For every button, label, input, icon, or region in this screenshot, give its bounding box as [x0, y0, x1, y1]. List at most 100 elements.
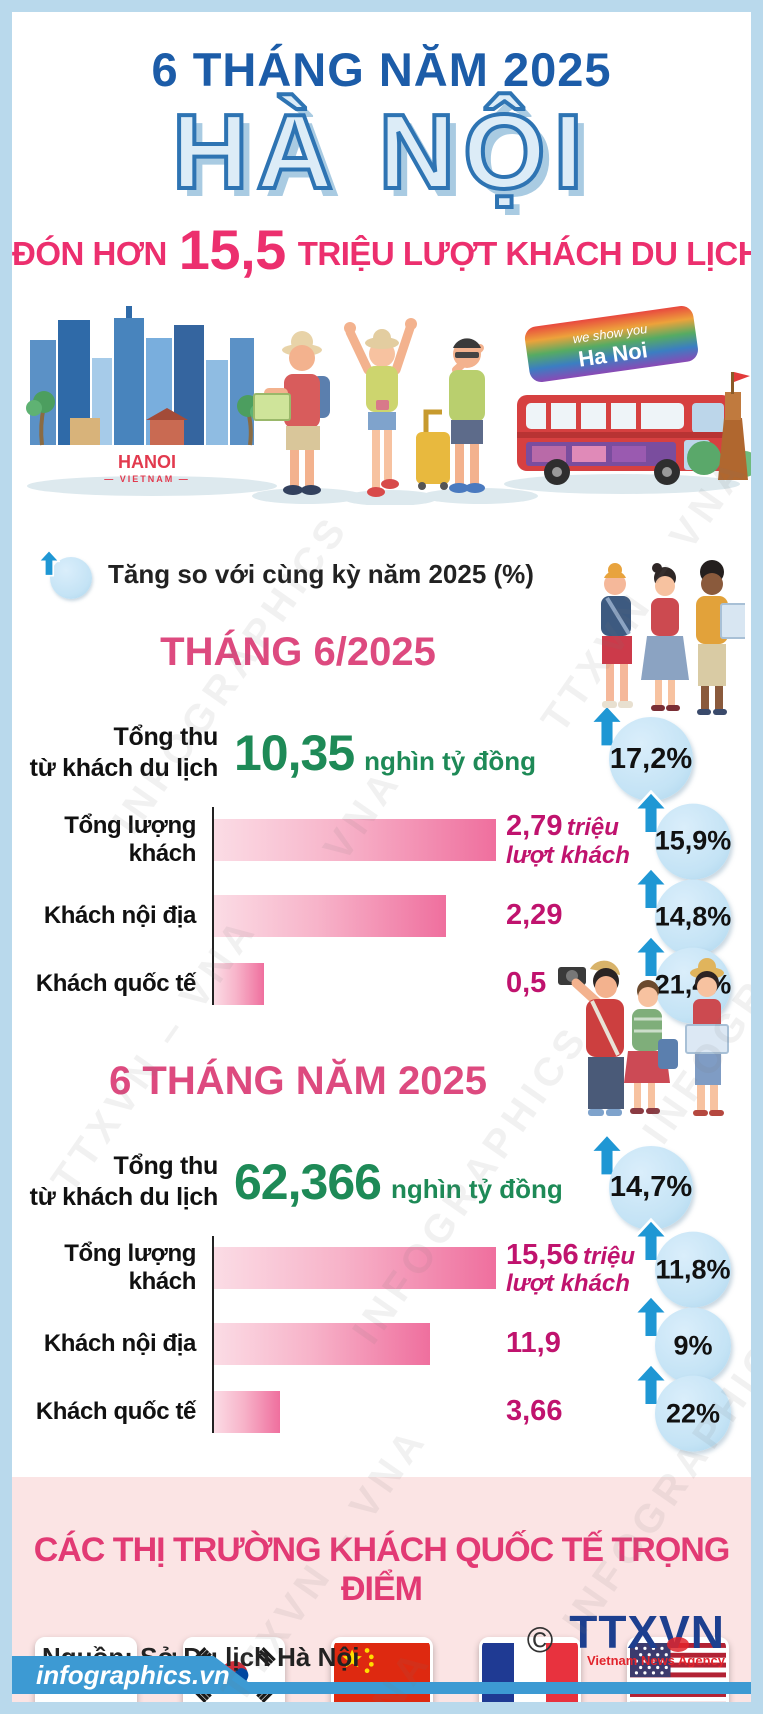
skyline-label: HANOI — [118, 452, 176, 472]
bar — [214, 894, 446, 937]
bar-chart: Tổng lượng khách 15,56 triệu lượt khách … — [18, 1218, 751, 1452]
section-title: THÁNG 6/2025 — [160, 630, 436, 675]
page-subtitle: ĐÓN HƠN 15,5 TRIỆU LƯỢT KHÁCH DU LỊCH — [12, 219, 751, 292]
legend-growth-icon — [38, 549, 92, 599]
bar-label: Khách nội địa — [43, 901, 197, 929]
revenue-value: 10,35 — [234, 725, 355, 782]
bar — [214, 1247, 496, 1290]
arrow-up-icon — [633, 933, 669, 979]
revenue-value: 62,366 — [234, 1153, 382, 1210]
section-month-june: THÁNG 6/2025 Tổng thu từ khách du lịch 1… — [12, 560, 751, 1024]
growth-indicator: 22% — [631, 1361, 731, 1452]
city-skyline: HANOI — VIETNAM — — [26, 306, 266, 484]
content-area: INFOGRAPHICS TTXVN – VNA VNA INFOGRAPHIC… — [12, 12, 751, 1702]
bar — [214, 818, 496, 861]
ttxvn-logo: TTXVN Vietnam News Agency — [569, 1609, 725, 1669]
growth-indicator: 11,8% — [631, 1218, 731, 1308]
bar — [214, 1391, 281, 1433]
arrow-up-icon — [633, 789, 669, 835]
bar — [214, 1323, 430, 1365]
tourist-cheering — [344, 318, 417, 497]
revenue-label: Tổng thu từ khách du lịch — [18, 1151, 219, 1214]
bar-row: Tổng lượng khách 15,56 triệu lượt khách … — [18, 1218, 751, 1308]
subtitle-suffix: TRIỆU LƯỢT KHÁCH DU LỊCH — [297, 235, 751, 272]
growth-indicator: 15,9% — [631, 789, 731, 880]
revenue-label: Tổng thu từ khách du lịch — [18, 722, 219, 785]
bar-value-number: 0,5 — [506, 966, 547, 999]
site-url: infographics.vn — [36, 1659, 230, 1690]
agency-name: Vietnam News Agency — [587, 1653, 725, 1669]
growth-indicator: 14,7% — [587, 1131, 693, 1230]
section-six-months: 6 THÁNG NĂM 2025 Tổng thu từ khách du lị… — [12, 957, 751, 1452]
ground-shadows — [27, 474, 740, 505]
tourist-with-suitcase — [416, 338, 485, 493]
growth-circle-icon — [50, 557, 92, 599]
revenue-row: Tổng thu từ khách du lịch 10,35 nghìn tỷ… — [18, 703, 751, 802]
arrow-up-icon — [589, 1131, 625, 1177]
flag-tower-landmark — [687, 372, 751, 480]
revenue-label-line1: Tổng thu — [113, 1151, 219, 1180]
revenue-label-line1: Tổng thu — [113, 723, 219, 752]
bar-value-number: 3,66 — [506, 1395, 563, 1428]
bar-label: Tổng lượng khách — [64, 811, 196, 867]
bar-value: 11,9 — [506, 1328, 561, 1359]
bar-label: Khách quốc tế — [35, 1398, 197, 1425]
growth-percent: 14,8% — [655, 879, 731, 956]
growth-percent: 15,9% — [655, 803, 731, 880]
growth-percent: 9% — [655, 1307, 731, 1384]
bar — [214, 962, 265, 1005]
bar-value: 15,56 triệu lượt khách — [506, 1238, 664, 1298]
section-title: 6 THÁNG NĂM 2025 — [109, 1058, 487, 1103]
sightseeing-bus: we show you Ha Noi — [517, 306, 732, 485]
revenue-unit: nghìn tỷ đồng — [390, 1174, 563, 1205]
page-title-period: 6 THÁNG NĂM 2025 — [151, 43, 612, 96]
bar-row: Khách quốc tế 3,66 22% — [18, 1361, 751, 1452]
tourists-selfie-illustration — [558, 957, 729, 1116]
bar-value: 0,5 — [506, 966, 547, 999]
hero-illustration: HANOI — VIETNAM — — [26, 306, 751, 505]
site-ribbon: infographics.vn — [12, 1656, 264, 1694]
arrow-up-icon — [589, 703, 625, 749]
bar-row: Tổng lượng khách 2,79 triệu lượt khách 1… — [18, 789, 751, 880]
revenue-label-line2: từ khách du lịch — [29, 1182, 219, 1211]
bar-value-number: 2,29 — [506, 898, 563, 931]
tourists-group-illustration — [601, 560, 745, 716]
markets-title: CÁC THỊ TRƯỜNG KHÁCH QUỐC TẾ TRỌNG ĐIỂM — [33, 1531, 731, 1609]
growth-percent: 14,7% — [609, 1145, 693, 1230]
bar-value-unit: triệu lượt khách — [506, 1242, 636, 1298]
growth-percent: 17,2% — [609, 717, 693, 802]
legend-text: Tăng so với cùng kỳ năm 2025 (%) — [108, 558, 534, 589]
legend: Tăng so với cùng kỳ năm 2025 (%) — [38, 549, 751, 599]
bar-value-number: 11,9 — [506, 1327, 561, 1360]
bar-value: 3,66 — [506, 1396, 562, 1427]
growth-indicator: 9% — [631, 1293, 731, 1384]
bar-label: Khách nội địa — [43, 1330, 197, 1357]
bar-value-unit: triệu lượt khách — [506, 814, 630, 869]
globe-icon — [667, 1637, 689, 1653]
tourist-with-map — [253, 331, 330, 495]
bar-value: 2,29 — [506, 898, 563, 931]
agency-logo-block: © TTXVN Vietnam News Agency — [527, 1609, 725, 1669]
revenue-label-line2: từ khách du lịch — [29, 754, 219, 783]
bar-label: Khách quốc tế — [35, 969, 197, 997]
bar-label: Tổng lượng khách — [64, 1240, 196, 1296]
growth-percent: 11,8% — [655, 1231, 731, 1308]
ttxvn-logo-text: TTXVN — [569, 1606, 725, 1658]
arrow-up-icon — [38, 549, 60, 577]
arrow-up-icon — [633, 1293, 669, 1339]
bar-value: 2,79 triệu lượt khách — [506, 810, 664, 869]
arrow-up-icon — [633, 1361, 669, 1407]
growth-percent: 22% — [655, 1375, 731, 1452]
subtitle-number: 15,5 — [178, 218, 287, 281]
bar-row: Khách nội địa 2,29 14,8% — [18, 865, 751, 956]
bar-row: Khách nội địa 11,9 9% — [18, 1293, 751, 1384]
skyline-sublabel: — VIETNAM — — [104, 474, 190, 484]
growth-indicator: 17,2% — [587, 703, 693, 802]
key-markets-panel: CÁC THỊ TRƯỜNG KHÁCH QUỐC TẾ TRỌNG ĐIỂM … — [12, 1477, 751, 1702]
arrow-up-icon — [633, 865, 669, 911]
bar-value-number: 15,56 — [506, 1238, 579, 1271]
bar-value-number: 2,79 — [506, 810, 563, 843]
bus-banner: we show you Ha Noi — [524, 306, 698, 383]
arrow-up-icon — [633, 1218, 669, 1264]
